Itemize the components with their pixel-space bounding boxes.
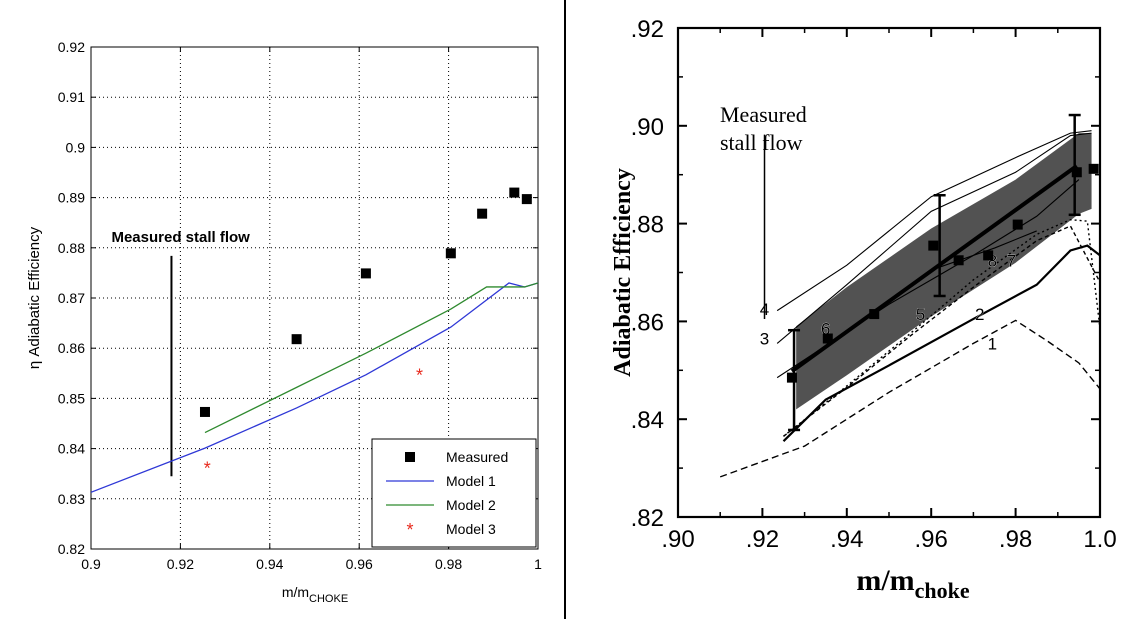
legend-label: Measured	[446, 449, 508, 465]
curve-label-3: 3	[760, 330, 769, 349]
curve-1	[719, 319, 1101, 478]
curve-label-6: 6	[821, 320, 830, 339]
measured-point	[360, 268, 371, 279]
curve-2	[782, 244, 1101, 442]
measured-fit-line	[790, 164, 1078, 373]
y-tick-label: .86	[631, 309, 664, 336]
x-axis-label: m/mchoke	[856, 564, 970, 603]
measured-point	[477, 208, 488, 219]
y-tick-label: 0.84	[58, 441, 85, 457]
y-tick-label: .84	[631, 407, 664, 434]
right-chart-panel: 12345678.90.92.94.96.981.0.82.84.86.88.9…	[568, 0, 1143, 619]
measured-point	[822, 333, 833, 344]
y-axis-label: η Adiabatic Efficiency	[26, 226, 43, 369]
y-tick-label: .82	[631, 505, 664, 532]
x-tick-label: 0.9	[81, 556, 101, 572]
x-tick-label: .94	[830, 526, 863, 553]
left-chart-panel: 0.9 0.92 0.94 0.96 0.98 1 0.82 0.83 0.84 0.85 0.86…	[0, 0, 566, 619]
measured-point	[509, 187, 520, 198]
plot-frame	[90, 46, 539, 550]
y-tick-label: 0.9	[66, 139, 86, 155]
y-tick-label: 0.83	[58, 491, 85, 507]
measured-point	[953, 255, 964, 266]
curve-5	[783, 225, 1101, 437]
stall-flow-label-line2: stall flow	[720, 130, 803, 155]
y-axis-label: Adiabatic Efficiency	[610, 168, 636, 377]
measured-point	[1012, 219, 1023, 230]
x-tick-label: 0.96	[346, 556, 373, 572]
x-tick-label: 0.98	[435, 556, 462, 572]
legend-label: Model 2	[446, 497, 496, 513]
curve-label-1: 1	[988, 334, 997, 353]
legend-label: Model 1	[446, 473, 496, 489]
curve-label-7: 7	[1007, 251, 1016, 270]
measured-point	[786, 372, 797, 383]
x-tick-label: .90	[661, 526, 694, 553]
measured-point	[291, 334, 302, 345]
legend-label: Model 3	[446, 521, 496, 537]
model3-point: *	[204, 459, 211, 479]
y-tick-label: 0.92	[58, 39, 85, 55]
curve-label-8: 8	[988, 251, 997, 270]
series-line-model-1	[91, 282, 538, 493]
y-tick-label: 0.88	[58, 240, 85, 256]
curve-7	[783, 218, 1101, 437]
measured-point	[445, 248, 456, 259]
y-tick-label: .88	[631, 212, 664, 239]
series-line-model-2	[204, 282, 538, 434]
measured-point	[1071, 167, 1082, 178]
measured-point	[928, 240, 939, 251]
measured-point	[199, 406, 210, 417]
curve-label-2: 2	[975, 305, 984, 324]
x-tick-label: 1	[534, 556, 542, 572]
y-tick-label: 0.91	[58, 89, 85, 105]
y-tick-label: 0.85	[58, 390, 85, 406]
stall-flow-label: Measured stall flow	[111, 229, 250, 246]
y-tick-label: .92	[631, 16, 664, 43]
y-tick-label: 0.82	[58, 541, 85, 557]
legend: Measured Model 1 Model 2 * Model 3	[371, 438, 537, 548]
measured-point	[1088, 163, 1099, 174]
x-tick-label: 0.92	[167, 556, 194, 572]
x-axis-label: m/mCHOKE	[282, 584, 348, 605]
legend-symbol: *	[406, 520, 413, 540]
legend-symbol	[405, 452, 415, 462]
measured-point	[869, 309, 880, 320]
measured-point	[983, 250, 994, 261]
left-chart: 0.9 0.92 0.94 0.96 0.98 1 0.82 0.83 0.84 0.85 0.86…	[26, 39, 542, 605]
legend-box	[371, 438, 537, 548]
y-tick-label: 0.89	[58, 190, 85, 206]
y-tick-label: .90	[631, 114, 664, 141]
curve-label-5: 5	[916, 305, 925, 324]
uncertainty-band	[796, 133, 1092, 410]
y-tick-label: 0.87	[58, 290, 85, 306]
right-chart: 12345678.90.92.94.96.981.0.82.84.86.88.9…	[610, 16, 1117, 603]
stall-flow-label-line1: Measured	[720, 102, 807, 127]
measured-point	[521, 194, 532, 205]
x-tick-label: .96	[915, 526, 948, 553]
x-tick-label: 1.0	[1083, 526, 1116, 553]
x-tick-label: 0.94	[256, 556, 283, 572]
curve-8	[931, 230, 1037, 271]
y-tick-label: 0.86	[58, 340, 85, 356]
x-tick-label: .98	[999, 526, 1032, 553]
x-tick-label: .92	[746, 526, 779, 553]
model3-point: *	[416, 365, 423, 385]
